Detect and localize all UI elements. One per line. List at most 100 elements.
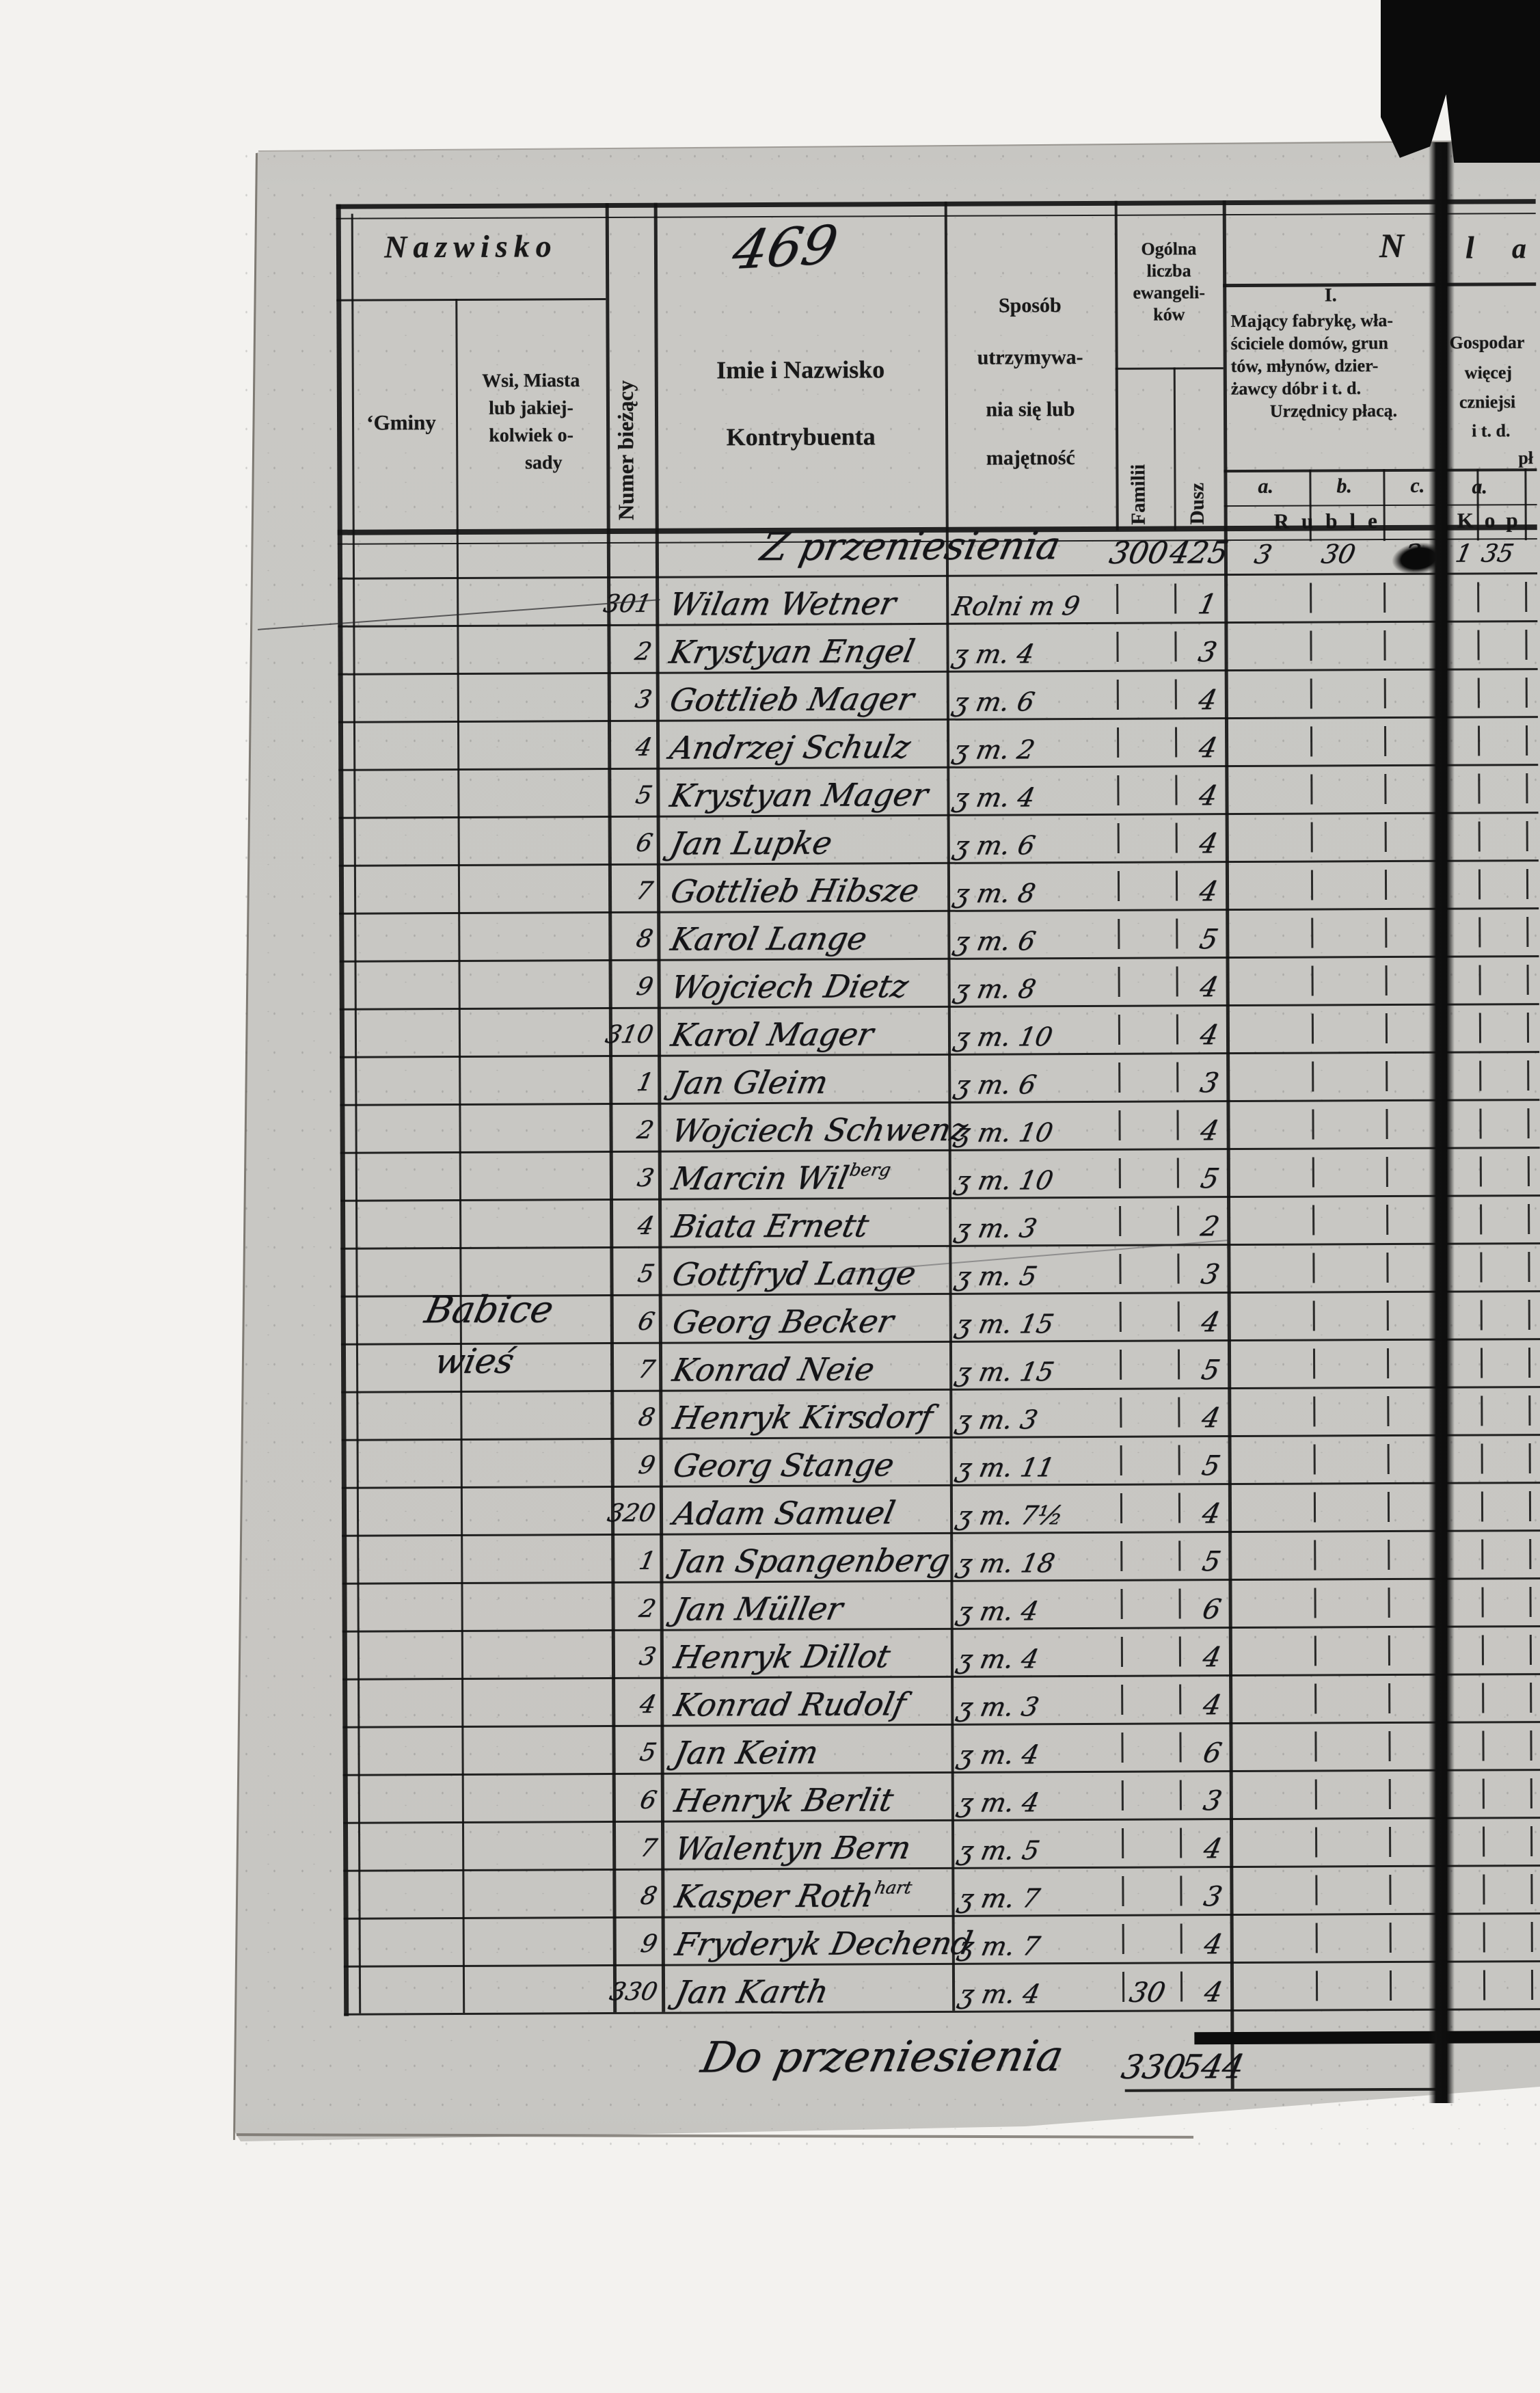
row-dusz-value: 6: [1200, 1737, 1225, 1769]
row-number: 1: [634, 1068, 656, 1097]
section2-letter-a: a: [1511, 233, 1527, 265]
row-number: 6: [637, 1786, 660, 1815]
row-dusz-value: 4: [1199, 1498, 1224, 1530]
table-grid: [0, 0, 1540, 2092]
row-occupation: ʒ m. 3: [953, 1404, 1040, 1435]
row-name: Georg Becker: [669, 1302, 897, 1341]
col-header-ogolna: Ogólna liczba ewangeli- ków: [1133, 239, 1206, 325]
row-rule: [338, 668, 1538, 676]
row-name: Jan Gleim: [668, 1063, 832, 1101]
row-dusz-value: 4: [1201, 1929, 1226, 1961]
carry-ruble-b: 30: [1319, 539, 1358, 570]
row-dusz-value: 3: [1198, 1259, 1223, 1291]
row-rule: [339, 955, 1539, 963]
section1-subcol-a: a.: [1258, 474, 1274, 498]
row-number: 3: [632, 685, 655, 714]
section1-roman: I.: [1324, 284, 1337, 306]
row-rule: [344, 2008, 1540, 2016]
row-rule: [343, 1912, 1540, 1920]
row-rule: [343, 1864, 1540, 1872]
row-rule: [342, 1721, 1540, 1728]
carry-forward-label: Z przeniesienia: [757, 524, 1064, 570]
row-rule: [342, 1673, 1540, 1681]
carry-dusz-value: 425: [1166, 535, 1232, 571]
row-number: 6: [635, 1307, 658, 1336]
row-rule: [338, 620, 1538, 628]
row-occupation: ʒ m. 10: [952, 1165, 1056, 1196]
row-occupation: ʒ m. 4: [954, 1739, 1042, 1770]
row-number: 5: [635, 1259, 657, 1288]
row-occupation: ʒ m. 7: [955, 1883, 1042, 1914]
col-header-dusz: Dusz: [1186, 482, 1208, 525]
row-number: 310: [602, 1020, 656, 1050]
row-dusz-value: 3: [1197, 1067, 1221, 1099]
row-name: Gottfryd Lange: [668, 1255, 919, 1293]
total-dusz-value: 544: [1176, 2047, 1248, 2087]
row-occupation: ʒ m. 4: [949, 639, 1038, 669]
section2-desc: Gospodar więcej czniejsi i t. d. pł: [1449, 332, 1534, 468]
row-occupation: ʒ m. 5: [955, 1835, 1042, 1866]
row-occupation: ʒ m. 6: [951, 926, 1038, 957]
col-header-nazwisko: Nazwisko: [384, 228, 558, 265]
row-number: 2: [634, 1116, 656, 1145]
row-name: Henryk Kirsdorf: [669, 1398, 936, 1436]
row-name: Georg Stange: [670, 1446, 897, 1484]
row-number: 1: [636, 1547, 658, 1575]
film-black-area: [1381, 0, 1540, 163]
row-dusz-value: 4: [1195, 684, 1220, 717]
row-familii-value: 30: [1126, 1977, 1168, 2009]
row-occupation: ʒ m. 15: [953, 1309, 1057, 1339]
row-occupation: ʒ m. 8: [951, 974, 1039, 1004]
row-occupation: ʒ m. 11: [954, 1452, 1057, 1483]
row-number: 7: [635, 1355, 658, 1384]
row-occupation: ʒ m. 4: [954, 1596, 1042, 1627]
row-dusz-value: 4: [1197, 972, 1221, 1004]
section1-subcol-b: b.: [1336, 474, 1353, 498]
row-number: 8: [634, 924, 656, 953]
row-name: Jan Keim: [671, 1733, 822, 1772]
row-number: 5: [633, 781, 655, 810]
carry-kop-b: 35: [1478, 539, 1516, 568]
row-rule: [340, 1099, 1540, 1106]
row-number: 3: [636, 1642, 659, 1671]
row-name: Biata Ernett: [668, 1207, 872, 1245]
section2-letter-l: l: [1465, 230, 1474, 265]
row-number: 4: [635, 1212, 657, 1240]
row-rule: [338, 716, 1538, 723]
row-name: Marcin Wilberg: [668, 1159, 893, 1197]
row-occupation: ʒ m. 3: [952, 1213, 1040, 1244]
row-dusz-value: 3: [1195, 637, 1220, 669]
row-rule: [338, 859, 1539, 867]
row-rule: [340, 1194, 1540, 1202]
row-rule: [342, 1769, 1540, 1776]
row-dusz-value: 4: [1196, 828, 1221, 860]
row-name: Henryk Dillot: [671, 1637, 894, 1676]
row-name: Karol Mager: [668, 1015, 877, 1054]
row-rule: [341, 1434, 1540, 1441]
row-dusz-value: 4: [1200, 1833, 1225, 1865]
col-header-wsi: Wsi, Miasta lub jakiej- kolwiek o- sady: [482, 370, 580, 474]
row-rule: [341, 1482, 1540, 1489]
row-occupation: ʒ m. 4: [954, 1644, 1042, 1674]
row-dusz-value: 2: [1198, 1211, 1222, 1243]
row-rule: [340, 1242, 1540, 1250]
row-dusz-value: 4: [1200, 1689, 1224, 1722]
section1-letter: N: [1379, 226, 1405, 265]
row-number: 4: [632, 733, 655, 762]
row-dusz-value: 4: [1200, 1642, 1224, 1674]
row-name: Wilam Wetner: [666, 585, 900, 623]
row-occupation: ʒ m. 3: [954, 1692, 1042, 1722]
row-name: Jan Spangenberg: [670, 1541, 954, 1580]
row-dusz-value: 5: [1196, 924, 1221, 956]
row-occupation: ʒ m. 18: [954, 1548, 1058, 1579]
gmina-entry-line1: Babice: [421, 1287, 558, 1332]
row-rule: [339, 1003, 1539, 1011]
row-dusz-value: 4: [1201, 1977, 1226, 2009]
row-occupation: ʒ m. 7½: [954, 1500, 1066, 1531]
row-name: Walentyn Bern: [671, 1829, 915, 1867]
row-number: 9: [638, 1929, 660, 1958]
row-occupation: ʒ m. 6: [950, 686, 1038, 717]
totals-heavy-rule: [1194, 2031, 1540, 2045]
row-dusz-value: 4: [1196, 876, 1221, 908]
